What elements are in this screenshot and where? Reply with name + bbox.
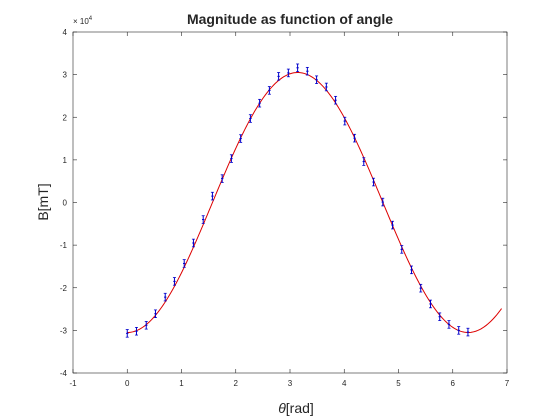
data-point bbox=[163, 292, 167, 302]
data-point bbox=[429, 299, 433, 309]
data-point bbox=[201, 215, 205, 224]
data-point bbox=[267, 86, 271, 95]
data-point bbox=[324, 82, 328, 92]
x-tick-label: 2 bbox=[234, 379, 239, 388]
data-point bbox=[343, 116, 347, 126]
chart-title: Magnitude as function of angle bbox=[187, 11, 393, 27]
y-exponent-base: × 10 bbox=[73, 17, 89, 26]
data-point bbox=[466, 327, 470, 337]
x-tick-label: 6 bbox=[451, 379, 456, 388]
y-tick-label: 1 bbox=[63, 156, 68, 165]
data-point bbox=[391, 220, 395, 230]
x-tick-label: 7 bbox=[505, 379, 510, 388]
fit-line-layer bbox=[127, 71, 502, 334]
data-point bbox=[210, 191, 214, 201]
data-point bbox=[153, 309, 157, 318]
data-point bbox=[286, 68, 290, 78]
x-axis-label: θ[rad] bbox=[278, 400, 314, 416]
x-tick-label: 1 bbox=[179, 379, 184, 388]
data-point bbox=[182, 259, 186, 268]
data-point bbox=[457, 326, 461, 335]
data-point bbox=[447, 320, 451, 329]
data-point bbox=[438, 312, 442, 321]
data-point bbox=[353, 133, 357, 143]
x-tick-label: 0 bbox=[125, 379, 130, 388]
data-point bbox=[315, 75, 319, 84]
y-axis-ticks: -4 -3 -2 -1 0 1 2 3 4 bbox=[60, 28, 507, 378]
data-point bbox=[296, 63, 300, 73]
data-point bbox=[239, 134, 243, 143]
y-tick-label: 0 bbox=[63, 199, 68, 208]
data-point bbox=[277, 72, 281, 81]
y-exponent-power: 4 bbox=[89, 16, 93, 22]
data-point bbox=[134, 326, 138, 336]
fit-curve bbox=[127, 71, 502, 334]
data-point bbox=[381, 197, 385, 207]
data-point bbox=[419, 283, 423, 293]
y-tick-label: -4 bbox=[60, 369, 68, 378]
x-tick-label: 3 bbox=[288, 379, 293, 388]
x-tick-label: -1 bbox=[69, 379, 77, 388]
data-point bbox=[144, 321, 148, 330]
data-point bbox=[229, 154, 233, 163]
data-point bbox=[125, 329, 129, 338]
data-point bbox=[372, 177, 376, 187]
data-point bbox=[362, 157, 366, 166]
data-point bbox=[400, 245, 404, 254]
data-point bbox=[220, 174, 224, 183]
y-tick-label: -2 bbox=[60, 284, 68, 293]
data-point bbox=[305, 66, 309, 76]
data-point bbox=[248, 114, 252, 123]
data-point bbox=[172, 277, 176, 286]
data-points-layer bbox=[125, 63, 470, 338]
y-exponent-label: × 104 bbox=[73, 16, 93, 26]
x-axis-label-symbol: θ bbox=[278, 400, 286, 416]
x-tick-label: 4 bbox=[342, 379, 347, 388]
y-tick-label: -3 bbox=[60, 326, 68, 335]
y-tick-label: 4 bbox=[63, 28, 68, 37]
data-point bbox=[258, 98, 262, 108]
plot-area bbox=[72, 31, 508, 374]
data-point bbox=[334, 95, 338, 105]
data-point bbox=[410, 265, 414, 275]
x-axis-label-unit: [rad] bbox=[286, 400, 314, 416]
y-tick-label: 2 bbox=[63, 113, 68, 122]
y-tick-label: -1 bbox=[60, 241, 68, 250]
data-point bbox=[191, 238, 195, 248]
x-tick-label: 5 bbox=[396, 379, 401, 388]
y-axis-label: B[mT] bbox=[35, 183, 51, 220]
y-tick-label: 3 bbox=[63, 71, 68, 80]
x-axis-ticks: -1 0 1 2 3 4 5 6 7 bbox=[69, 32, 510, 388]
